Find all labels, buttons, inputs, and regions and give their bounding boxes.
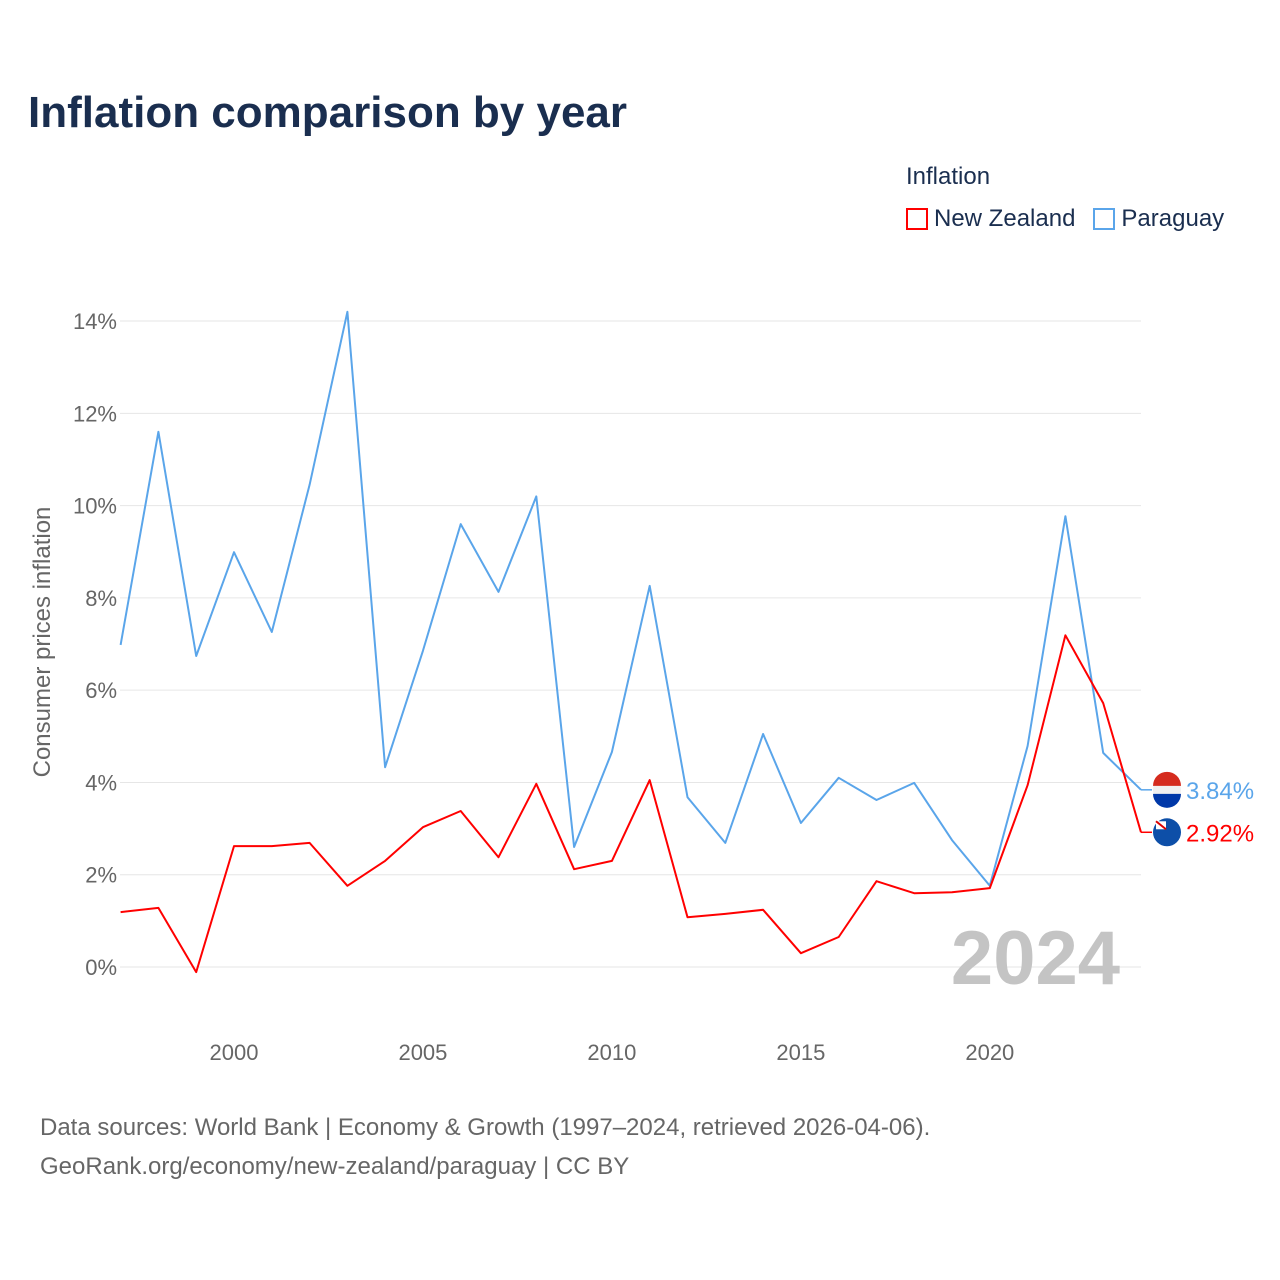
x-tick-label: 2005: [398, 1040, 447, 1065]
legend-label: New Zealand: [934, 205, 1076, 232]
x-tick-label: 2015: [776, 1040, 825, 1065]
y-tick-label: 2%: [85, 863, 117, 888]
flag-stripe: [1153, 793, 1181, 808]
y-axis-label: Consumer prices inflation: [29, 507, 56, 778]
flag-stripe: [1153, 771, 1181, 786]
y-tick-label: 0%: [85, 955, 117, 980]
legend-item-new-zealand[interactable]: New Zealand: [906, 205, 1075, 233]
y-tick-label: 14%: [73, 309, 117, 334]
watermark-year: 2024: [951, 916, 1120, 1001]
y-tick-label: 8%: [85, 586, 117, 611]
x-tick-label: 2010: [587, 1040, 636, 1065]
y-tick-label: 6%: [85, 678, 117, 703]
legend-item-paraguay[interactable]: Paraguay: [1093, 205, 1224, 233]
x-tick-label: 2020: [965, 1040, 1014, 1065]
source-line-1: Data sources: World Bank | Economy & Gro…: [40, 1114, 931, 1141]
legend-swatch-new-zealand: [906, 208, 928, 230]
flag-cross: [1155, 820, 1167, 831]
legend: New Zealand Paraguay: [906, 205, 1224, 233]
legend-label: Paraguay: [1121, 205, 1225, 232]
end-label-paraguay: 3.84%: [1186, 778, 1254, 805]
legend-swatch-paraguay: [1093, 208, 1116, 230]
x-tick-label: 2000: [210, 1040, 259, 1065]
end-label-new-zealand: 2.92%: [1186, 820, 1254, 847]
source-note: Data sources: World Bank | Economy & Gro…: [40, 1108, 930, 1186]
series-line-paraguay: [119, 310, 1142, 887]
legend-title: Inflation: [906, 163, 991, 190]
chart-title: Inflation comparison by year: [28, 88, 628, 137]
source-line-2: GeoRank.org/economy/new-zealand/paraguay…: [40, 1153, 630, 1180]
y-tick-label: 10%: [73, 494, 117, 519]
y-tick-label: 4%: [85, 770, 117, 795]
y-tick-label: 12%: [73, 401, 117, 426]
series-line-new-zealand: [120, 634, 1142, 974]
